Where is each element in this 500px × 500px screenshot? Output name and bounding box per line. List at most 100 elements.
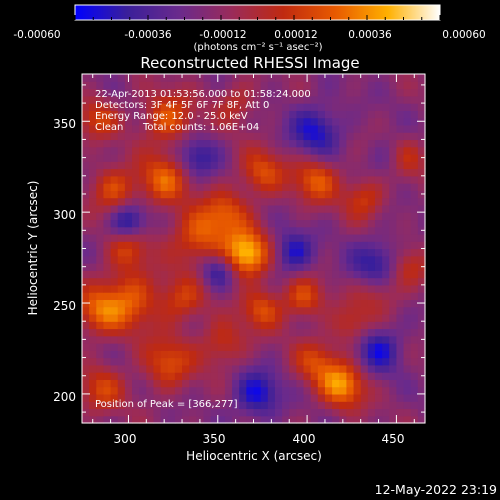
heatmap-pixel: [182, 408, 190, 417]
heatmap-pixel: [117, 110, 126, 119]
heatmap-pixel: [110, 204, 119, 213]
heatmap-pixel: [382, 74, 390, 82]
heatmap-pixel: [346, 183, 355, 191]
heatmap-pixel: [303, 139, 312, 148]
heatmap-pixel: [103, 393, 112, 402]
heatmap-pixel: [224, 415, 233, 424]
heatmap-pixel: [210, 408, 219, 417]
heatmap-pixel: [410, 277, 419, 286]
heatmap-pixel: [339, 350, 347, 359]
heatmap-pixel: [360, 386, 369, 395]
heatmap-pixel: [232, 357, 240, 366]
heatmap-pixel: [82, 139, 90, 148]
heatmap-pixel: [332, 263, 340, 271]
heatmap-pixel: [196, 248, 205, 257]
heatmap-pixel: [103, 357, 112, 366]
heatmap-pixel: [289, 110, 297, 119]
heatmap-pixel: [389, 139, 398, 148]
heatmap-pixel: [82, 328, 90, 337]
heatmap-pixel: [296, 299, 305, 308]
heatmap-pixel: [260, 110, 269, 119]
heatmap-pixel: [124, 103, 133, 111]
heatmap-pixel: [374, 139, 383, 148]
heatmap-pixel: [389, 190, 398, 199]
heatmap-pixel: [82, 161, 90, 170]
heatmap-pixel: [239, 343, 247, 351]
heatmap-pixel: [203, 350, 212, 359]
heatmap-pixel: [103, 292, 112, 300]
heatmap-pixel: [396, 95, 405, 104]
heatmap-pixel: [274, 88, 283, 97]
heatmap-pixel: [274, 284, 283, 293]
heatmap-pixel: [267, 350, 276, 359]
heatmap-pixel: [224, 408, 233, 417]
heatmap-pixel: [124, 219, 133, 228]
heatmap-pixel: [146, 233, 155, 242]
heatmap-pixel: [224, 124, 233, 133]
heatmap-pixel: [310, 132, 319, 141]
heatmap-pixel: [217, 132, 226, 141]
heatmap-pixel: [274, 241, 283, 250]
heatmap-pixel: [410, 343, 419, 351]
heatmap-pixel: [96, 415, 105, 424]
heatmap-pixel: [153, 401, 162, 410]
heatmap-pixel: [217, 95, 226, 104]
heatmap-pixel: [196, 372, 205, 380]
heatmap-pixel: [139, 343, 147, 351]
heatmap-pixel: [89, 263, 97, 271]
heatmap-pixel: [232, 124, 240, 133]
heatmap-pixel: [303, 168, 312, 177]
heatmap-pixel: [296, 161, 305, 170]
heatmap-pixel: [282, 103, 290, 111]
heatmap-pixel: [246, 103, 255, 111]
heatmap-pixel: [210, 74, 219, 82]
heatmap-pixel: [324, 372, 333, 380]
heatmap-pixel: [253, 190, 262, 199]
heatmap-pixel: [196, 350, 205, 359]
heatmap-pixel: [182, 364, 190, 373]
heatmap-pixel: [346, 233, 355, 242]
heatmap-pixel: [239, 321, 247, 330]
heatmap-pixel: [217, 372, 226, 380]
heatmap-pixel: [153, 299, 162, 308]
heatmap-pixel: [110, 299, 119, 308]
heatmap-pixel: [110, 103, 119, 111]
heatmap-pixel: [146, 124, 155, 133]
heatmap-pixel: [303, 270, 312, 279]
heatmap-pixel: [139, 313, 147, 322]
heatmap-pixel: [339, 146, 347, 155]
heatmap-pixel: [360, 248, 369, 257]
heatmap-pixel: [174, 103, 183, 111]
heatmap-pixel: [260, 233, 269, 242]
heatmap-pixel: [367, 139, 376, 148]
heatmap-pixel: [196, 110, 205, 119]
heatmap-pixel: [282, 175, 290, 184]
heatmap-pixel: [110, 306, 119, 315]
heatmap-pixel: [103, 415, 112, 424]
heatmap-pixel: [124, 372, 133, 380]
heatmap-pixel: [353, 270, 362, 279]
heatmap-pixel: [246, 306, 255, 315]
heatmap-pixel: [332, 175, 340, 184]
heatmap-pixel: [367, 190, 376, 199]
heatmap-pixel: [217, 175, 226, 184]
heatmap-pixel: [260, 379, 269, 388]
heatmap-pixel: [389, 241, 398, 250]
heatmap-pixel: [217, 335, 226, 344]
heatmap-pixel: [324, 292, 333, 300]
heatmap-pixel: [289, 270, 297, 279]
heatmap-pixel: [110, 328, 119, 337]
heatmap-pixel: [367, 183, 376, 191]
heatmap-pixel: [367, 350, 376, 359]
heatmap-pixel: [296, 248, 305, 257]
heatmap-pixel: [332, 226, 340, 235]
heatmap-pixel: [224, 74, 233, 82]
heatmap-pixel: [224, 175, 233, 184]
heatmap-pixel: [374, 212, 383, 221]
heatmap-pixel: [210, 321, 219, 330]
heatmap-pixel: [417, 103, 426, 111]
heatmap-pixel: [317, 103, 326, 111]
heatmap-pixel: [403, 226, 412, 235]
heatmap-pixel: [132, 110, 140, 119]
heatmap-pixel: [146, 81, 155, 90]
